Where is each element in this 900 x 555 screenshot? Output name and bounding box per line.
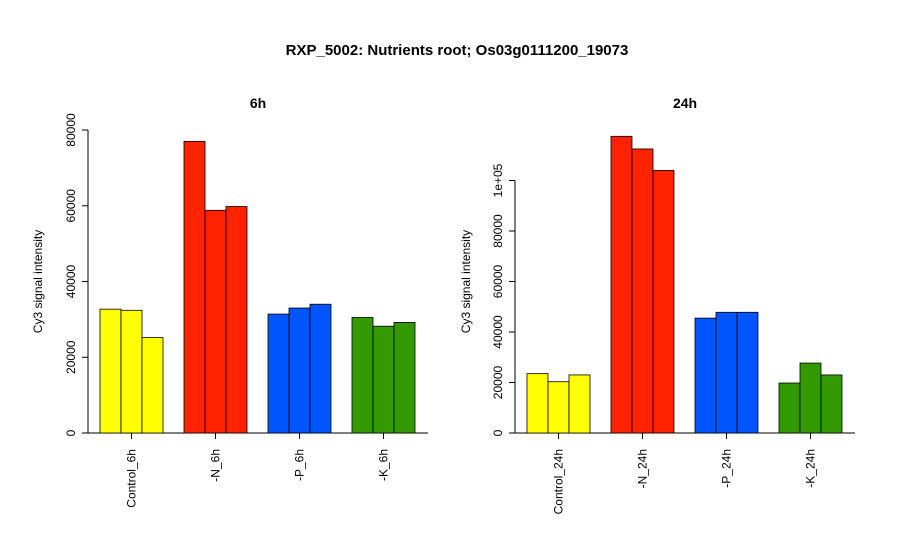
main-title: RXP_5002: Nutrients root; Os03g0111200_1… <box>286 42 629 59</box>
bar-Control_6h-1 <box>99 308 122 434</box>
x-tick-label: -N_6h <box>209 449 223 482</box>
x-tick-label: -N_24h <box>636 449 650 488</box>
chart-panels: 6h Cy3 signal intensity 0 20000 40000 60000 80… <box>31 95 855 514</box>
bar--P_24h-1 <box>694 317 717 434</box>
bar--N_24h-3 <box>652 169 675 434</box>
bar--K_24h-1 <box>778 382 801 434</box>
bar--N_24h-2 <box>631 148 654 434</box>
x-tick-label: -P_24h <box>720 449 734 488</box>
bar-Control_6h-3 <box>141 337 164 434</box>
panel-title: 24h <box>673 95 697 111</box>
y-axis-label: Cy3 signal intensity <box>31 230 45 333</box>
bar--N_6h-1 <box>183 140 206 434</box>
x-tick-label: -P_6h <box>293 449 307 481</box>
bar--P_6h-1 <box>267 313 290 434</box>
x-tick-label: Control_24h <box>552 449 566 514</box>
y-tick-label: 20000 <box>64 340 78 374</box>
bar-Control_24h-3 <box>568 374 591 434</box>
bar--K_6h-1 <box>351 317 374 434</box>
x-tick-label: Control_6h <box>125 449 139 508</box>
bar-Control_6h-2 <box>120 309 143 434</box>
bar-Control_24h-2 <box>547 381 570 434</box>
y-axis-label: Cy3 signal intensity <box>459 230 473 333</box>
bar--P_6h-3 <box>309 303 332 434</box>
y-tick-label: 0 <box>491 429 505 436</box>
bar--K_24h-2 <box>799 362 822 434</box>
bar--P_24h-2 <box>715 311 738 434</box>
bar--K_6h-2 <box>372 325 395 434</box>
bar--K_6h-3 <box>393 322 416 434</box>
y-tick-label: 60000 <box>491 264 505 298</box>
y-tick-label: 0 <box>64 429 78 436</box>
bar--N_6h-2 <box>204 209 227 434</box>
y-tick-label: 80000 <box>491 214 505 248</box>
y-tick-label: 1e+05 <box>491 163 505 197</box>
bar--N_6h-3 <box>225 206 248 434</box>
x-tick-label: -K_24h <box>804 449 818 488</box>
bar--N_24h-1 <box>610 135 633 434</box>
bar--K_24h-3 <box>820 374 843 434</box>
y-tick-label: 20000 <box>491 365 505 399</box>
panel-0: 6h Cy3 signal intensity 0 20000 40000 60000 80… <box>31 95 428 508</box>
bar--P_24h-3 <box>736 311 759 434</box>
bar-Control_24h-1 <box>526 373 549 434</box>
y-tick-label: 80000 <box>64 113 78 147</box>
panel-1: 24h Cy3 signal intensity 0 20000 40000 60000 8… <box>459 95 855 514</box>
y-tick-label: 40000 <box>491 315 505 349</box>
panel-title: 6h <box>250 95 266 111</box>
y-tick-label: 40000 <box>64 264 78 298</box>
bar--P_6h-2 <box>288 307 311 434</box>
x-tick-label: -K_6h <box>377 449 391 481</box>
y-tick-label: 60000 <box>64 189 78 223</box>
